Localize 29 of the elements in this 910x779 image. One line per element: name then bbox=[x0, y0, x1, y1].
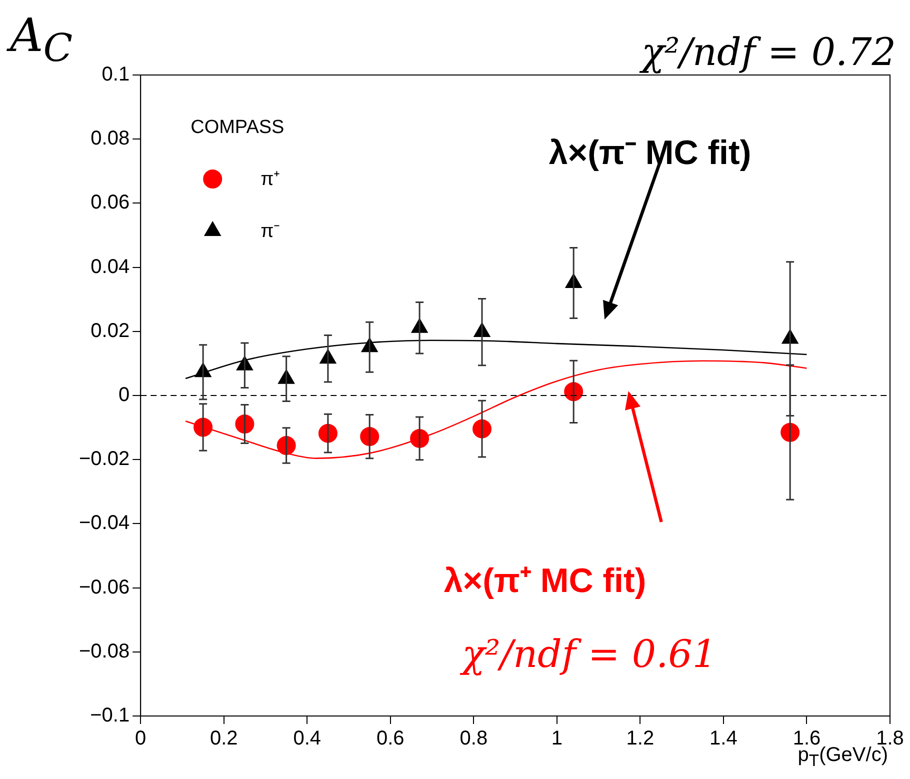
x-tick-label: 1.2 bbox=[626, 728, 654, 750]
x-tick-label: 0.8 bbox=[460, 728, 488, 750]
line-series bbox=[184, 360, 808, 459]
y-tick-label: 0.08 bbox=[90, 128, 130, 150]
line-series bbox=[184, 340, 808, 380]
x-tick-label: 0.4 bbox=[293, 728, 322, 750]
y-tick-label: 0.1 bbox=[102, 64, 130, 86]
y-tick-label: 0.04 bbox=[90, 256, 130, 278]
y-tick-label: 0 bbox=[118, 384, 130, 406]
x-tick-label: 1.6 bbox=[792, 728, 821, 750]
y-tick-label: 0.02 bbox=[90, 320, 130, 342]
x-tick-label: 0.6 bbox=[376, 728, 404, 750]
annotation: χ²/ndf = 0.61 bbox=[462, 632, 717, 676]
text: χ²/ndf = 0.72 bbox=[641, 30, 896, 74]
legend-title: COMPASS bbox=[190, 117, 284, 138]
x-tick-label: 0 bbox=[135, 728, 146, 750]
y-tick-label: −0.1 bbox=[90, 704, 130, 727]
x-tick-label: 0.2 bbox=[210, 728, 238, 750]
y-tick-label: −0.08 bbox=[78, 640, 130, 662]
y-tick-label: −0.06 bbox=[78, 576, 130, 598]
y-tick-label: 0.06 bbox=[90, 192, 130, 214]
annotation: λ×(π⁻ MC fit) bbox=[548, 133, 752, 174]
legend-label: π⁻ bbox=[260, 221, 280, 242]
x-tick-label: 1.4 bbox=[710, 728, 738, 750]
y-tick-label: −0.04 bbox=[78, 512, 130, 534]
x-tick-label: 1 bbox=[551, 728, 562, 750]
annotation: λ×(π⁺ MC fit) bbox=[444, 561, 646, 602]
legend-label: π⁺ bbox=[260, 169, 280, 190]
y-tick-label: −0.02 bbox=[78, 448, 130, 470]
